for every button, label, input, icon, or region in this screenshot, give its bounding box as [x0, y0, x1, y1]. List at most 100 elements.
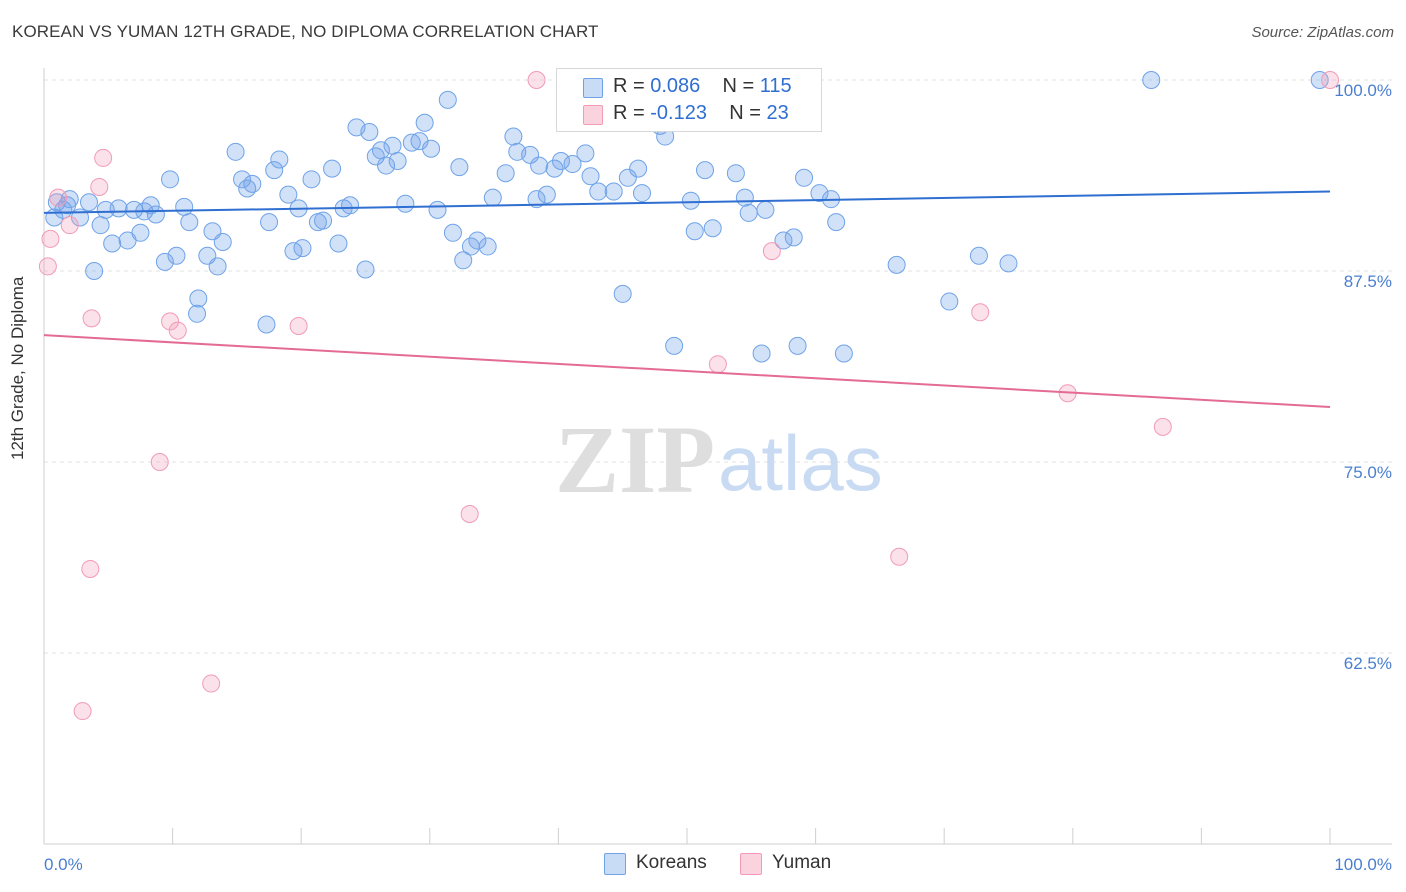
- koreans-point: [726, 164, 745, 183]
- bottom-legend-koreans-swatch: [604, 853, 626, 875]
- bottom-legend-yuman-swatch: [740, 853, 762, 875]
- koreans-point: [260, 213, 279, 232]
- koreans-point: [618, 168, 637, 187]
- koreans-point: [443, 223, 462, 242]
- koreans-point: [422, 139, 441, 158]
- koreans-r-label: R =: [613, 75, 645, 97]
- koreans-point: [468, 231, 487, 250]
- yuman-point: [202, 674, 221, 693]
- koreans-point: [366, 147, 385, 166]
- yuman-r-value: -0.123: [650, 102, 707, 124]
- yuman-point: [49, 188, 68, 207]
- koreans-stats: R = 0.086 N = 115: [613, 75, 792, 98]
- koreans-point: [226, 142, 245, 161]
- trend-lines: [43, 190, 1331, 408]
- yuman-point: [762, 242, 781, 261]
- source-note: Source: ZipAtlas.com: [1251, 24, 1394, 41]
- yuman-point: [82, 309, 101, 328]
- koreans-point: [323, 159, 342, 178]
- koreans-point: [189, 289, 208, 308]
- koreans-point: [103, 234, 122, 253]
- koreans-point: [1142, 71, 1161, 89]
- koreans-point: [735, 188, 754, 207]
- koreans-point: [527, 190, 546, 209]
- koreans-point: [521, 145, 540, 164]
- yuman-r-label: R =: [613, 102, 645, 124]
- koreans-point: [632, 184, 651, 203]
- bottom-legend-yuman: Yuman: [772, 852, 832, 873]
- koreans-point: [483, 188, 502, 207]
- yuman-point: [890, 547, 909, 566]
- chart-title: KOREAN VS YUMAN 12TH GRADE, NO DIPLOMA C…: [12, 22, 599, 41]
- koreans-point: [131, 223, 150, 242]
- watermark-zip: ZIP: [555, 406, 715, 513]
- yuman-point: [1153, 417, 1172, 436]
- koreans-point: [85, 262, 104, 280]
- koreans-point: [208, 257, 227, 276]
- koreans-point: [428, 200, 447, 219]
- koreans-point: [257, 315, 276, 334]
- koreans-point: [91, 216, 110, 235]
- koreans-point: [739, 203, 758, 222]
- koreans-point: [551, 151, 570, 170]
- koreans-n-value: 115: [759, 75, 792, 97]
- koreans-point: [233, 170, 252, 189]
- koreans-point: [613, 284, 632, 303]
- koreans-point: [329, 234, 348, 253]
- yuman-point: [527, 71, 546, 89]
- y-tick-label: 87.5%: [1344, 272, 1392, 291]
- koreans-trend-line: [43, 190, 1331, 214]
- koreans-points: [45, 71, 1329, 363]
- koreans-point: [784, 228, 803, 247]
- koreans-point: [96, 200, 115, 219]
- yuman-point: [460, 504, 479, 523]
- koreans-point: [377, 156, 396, 175]
- koreans-point: [774, 231, 793, 250]
- yuman-point: [150, 453, 169, 471]
- koreans-point: [180, 213, 199, 232]
- koreans-point: [270, 150, 289, 169]
- yuman-point: [41, 229, 60, 248]
- koreans-point: [496, 164, 515, 183]
- yuman-point: [38, 257, 57, 276]
- koreans-point: [175, 197, 194, 216]
- x-tick-label: 100.0%: [1334, 855, 1392, 874]
- yuman-point: [90, 177, 109, 196]
- koreans-point: [293, 239, 312, 258]
- koreans-point: [356, 260, 375, 279]
- koreans-point: [752, 344, 771, 363]
- y-tick-label: 62.5%: [1344, 654, 1392, 673]
- koreans-point: [314, 211, 333, 230]
- koreans-point: [665, 336, 684, 355]
- koreans-point: [60, 190, 79, 209]
- koreans-point: [629, 159, 648, 178]
- koreans-point: [530, 156, 549, 175]
- koreans-point: [279, 185, 298, 204]
- koreans-point: [155, 252, 174, 271]
- koreans-point: [80, 193, 99, 212]
- yuman-point: [971, 303, 990, 322]
- koreans-point: [788, 336, 807, 355]
- watermark-atlas: atlas: [718, 419, 883, 507]
- koreans-point: [383, 136, 402, 155]
- tick-labels: 62.5% 75.0% 87.5% 100.0% 0.0% 100.0%: [44, 81, 1392, 874]
- koreans-point: [302, 170, 321, 189]
- koreans-point: [504, 127, 523, 146]
- yuman-n-value: 23: [766, 102, 789, 124]
- koreans-point: [581, 167, 600, 186]
- koreans-point: [188, 304, 207, 323]
- koreans-n-label: N =: [722, 75, 755, 97]
- koreans-point: [795, 168, 814, 187]
- koreans-point: [402, 133, 421, 152]
- koreans-point: [685, 222, 704, 241]
- koreans-point: [810, 184, 829, 203]
- yuman-n-label: N =: [729, 102, 761, 124]
- koreans-point: [243, 174, 262, 193]
- yuman-point: [60, 216, 79, 235]
- koreans-point: [827, 213, 846, 232]
- koreans-point: [969, 246, 988, 265]
- koreans-point: [265, 161, 284, 180]
- koreans-point: [834, 344, 853, 363]
- koreans-point: [109, 199, 128, 218]
